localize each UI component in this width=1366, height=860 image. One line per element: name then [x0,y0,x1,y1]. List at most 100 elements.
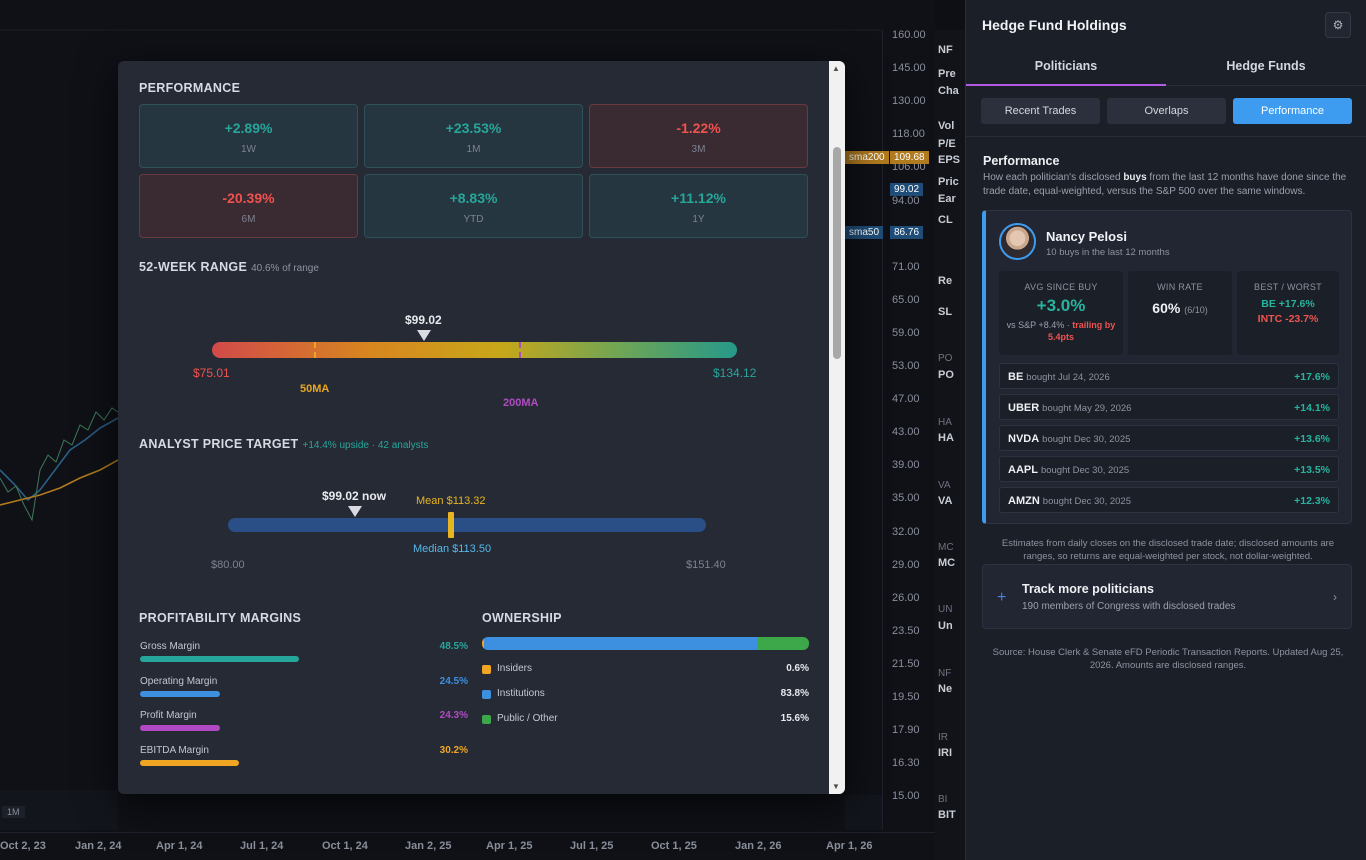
performance-period: 1W [241,144,256,155]
watchlist-row[interactable]: VA [938,495,953,507]
range52-subtitle: 40.6% of range [251,263,319,274]
stat-avg-value: +3.0% [1036,296,1086,315]
trade-date: bought Dec 30, 2025 [1040,465,1130,476]
price-tick: 23.50 [892,624,920,637]
subtab-recent-trades[interactable]: Recent Trades [981,98,1100,124]
watchlist-row[interactable]: PO [938,353,953,364]
sma50-flag: sma50 [845,226,884,239]
watchlist-row[interactable]: Vol [938,120,955,132]
sma200-flag-label: sma200 [849,152,885,163]
plus-icon: + [997,589,1007,606]
margin-item: Operating Margin 24.5% [140,676,468,708]
performance-value: +2.89% [224,120,273,136]
watchlist-row[interactable]: UN [938,604,953,615]
margin-bar [140,656,300,662]
interval-badge[interactable]: 1M [2,806,25,818]
stat-win-detail: (6/10) [1184,305,1208,315]
chart-canvas[interactable] [0,0,935,860]
price-tick: 21.50 [892,657,920,670]
price-value-flag: 99.02 [890,183,924,196]
target-mean-marker [448,512,454,538]
watchlist-row[interactable]: MC [938,542,954,553]
stat-avg-head: AVG SINCE BUY [1024,282,1098,292]
price-scale[interactable]: 160.00145.00130.00118.00106.0094.0078.50… [882,29,935,830]
watchlist-row[interactable]: HA [938,417,952,428]
avatar [999,223,1036,260]
subtab-performance[interactable]: Performance [1233,98,1352,124]
price-tick: 19.50 [892,691,920,703]
scroll-thumb[interactable] [833,147,841,359]
watchlist-row[interactable]: NF [938,44,953,56]
sma200-value-flag: 109.68 [890,151,929,164]
trade-ticker: UBER bought May 29, 2026 [1008,402,1131,414]
time-label: Apr 1, 26 [826,840,873,852]
subtab-overlaps[interactable]: Overlaps [1107,98,1226,124]
performance-box: -20.39% 6M [139,174,358,238]
politician-card[interactable]: Nancy Pelosi 10 buys in the last 12 mont… [982,210,1352,524]
watchlist-row[interactable]: EPS [938,154,961,166]
tab-hedge-funds[interactable]: Hedge Funds [1226,59,1306,73]
watchlist-row[interactable]: IRI [938,747,953,759]
watchlist-row[interactable]: Ne [938,683,953,695]
trade-row[interactable]: AMZN bought Dec 30, 2025 +12.3% [999,487,1339,513]
trade-row[interactable]: UBER bought May 29, 2026 +14.1% [999,394,1339,420]
watchlist-row[interactable]: IR [938,732,948,743]
tab-politicians[interactable]: Politicians [966,48,1166,86]
watchlist-row[interactable]: Pric [938,176,959,188]
price-tick: 94.00 [892,194,920,207]
sma200-line [0,459,119,506]
watchlist-row[interactable]: PO [938,369,954,381]
watchlist-row[interactable]: Pre [938,68,956,80]
trade-row[interactable]: NVDA bought Dec 30, 2025 +13.6% [999,425,1339,451]
range52-marker-icon [417,330,431,341]
watchlist-row[interactable]: Un [938,620,953,632]
margin-value: 30.2% [439,744,468,756]
ownership-swatch [482,690,491,699]
trade-row[interactable]: AAPL bought Dec 30, 2025 +13.5% [999,456,1339,482]
watchlist-row[interactable]: NF [938,668,952,679]
politician-subtitle: 10 buys in the last 12 months [1046,247,1170,258]
desc-post: from the last 12 months have done since … [983,172,1347,197]
ownership-row: Institutions 83.8% [482,688,809,702]
time-axis[interactable]: Oct 2, 23 Jan 2, 24 Apr 1, 24 Jul 1, 24 Oct … [0,832,935,860]
watchlist-row[interactable]: BIT [938,809,956,821]
stat-win-value: 60% [1152,300,1181,316]
watchlist-strip[interactable]: NF Pre Cha Vol P/E EPS Pric Ear CL Re SL PO PO HA HA VA… [935,30,965,860]
trade-ticker-symbol: NVDA [1008,433,1040,445]
ownership-title: OWNERSHIP [482,611,562,625]
margin-item: Gross Margin 48.5% [140,641,468,673]
watchlist-row[interactable]: CL [938,214,953,226]
price-tick: 26.00 [892,591,920,604]
watchlist-row[interactable]: VA [938,480,951,491]
ownership-bar [482,637,809,650]
trade-return: +13.6% [1294,433,1330,445]
watchlist-row[interactable]: Re [938,275,953,287]
watchlist-row[interactable]: P/E [938,138,956,150]
performance-title: PERFORMANCE [139,81,241,95]
watchlist-row[interactable]: BI [938,794,948,805]
trade-ticker-symbol: AAPL [1008,464,1038,476]
sma50-line [0,417,119,502]
watchlist-row[interactable]: Ear [938,193,956,205]
time-label: Oct 2, 23 [0,840,46,852]
track-more-button[interactable]: + Track more politicians 190 members of … [982,564,1352,629]
trade-ticker-symbol: UBER [1008,402,1040,414]
modal-scrollbar[interactable]: ▲ ▼ [829,61,845,794]
performance-value: +23.53% [445,120,502,136]
target-mean-label: Mean $113.32 [416,495,486,507]
price-tick: 43.00 [892,426,920,439]
target-min: $80.00 [211,559,245,571]
stat-best: BE +17.6% [1261,298,1315,310]
watchlist-row[interactable]: MC [938,557,956,569]
price-tick: 59.00 [892,326,920,339]
trade-row[interactable]: BE bought Jul 24, 2026 +17.6% [999,363,1339,389]
price-tick: 29.00 [892,558,920,571]
watchlist-row[interactable]: HA [938,432,954,444]
time-label: Jan 2, 24 [75,840,122,852]
settings-button[interactable]: ⚙ [1325,12,1351,38]
scroll-down-icon[interactable]: ▼ [832,782,840,791]
watchlist-row[interactable]: Cha [938,85,959,97]
price-tick: 106.00 [892,161,926,174]
scroll-up-icon[interactable]: ▲ [832,64,840,73]
watchlist-row[interactable]: SL [938,306,953,318]
